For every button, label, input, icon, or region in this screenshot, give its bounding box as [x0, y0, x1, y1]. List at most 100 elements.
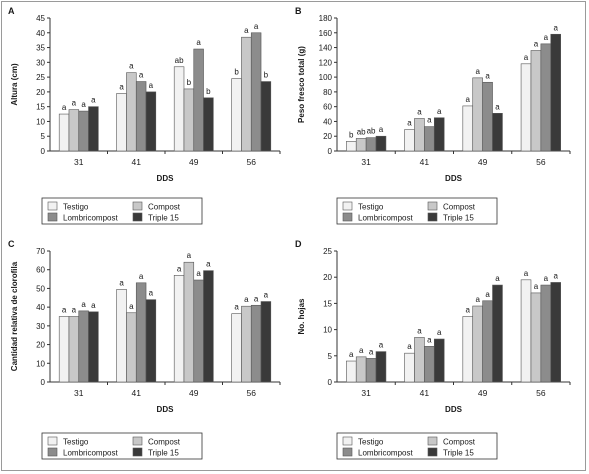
bar-lombricompost-41 [424, 126, 435, 152]
bar-lombricompost-41 [135, 282, 147, 383]
bar-lombricompost-56 [540, 284, 552, 383]
y-tick-label: 70 [36, 247, 45, 256]
legend-box [41, 432, 203, 460]
significance-letter: a [264, 291, 269, 300]
bar-compost-31 [68, 109, 80, 152]
significance-letter: a [544, 274, 549, 283]
y-tick-label: 30 [36, 58, 45, 67]
y-tick-label: 40 [36, 29, 45, 38]
x-tick-label: 31 [74, 157, 84, 167]
significance-letter: b [264, 71, 269, 80]
significance-letter: a [129, 302, 134, 311]
x-tick-label: 41 [420, 157, 430, 167]
panel-letter: A [8, 6, 15, 16]
y-tick-label: 40 [323, 117, 332, 126]
legend-swatch-testigo [47, 201, 58, 211]
bar-testigo-41 [116, 93, 127, 152]
bar-triple-15-31 [375, 135, 387, 152]
x-tick-label: 49 [189, 388, 199, 398]
panel-letter: D [295, 239, 302, 249]
significance-letter: a [234, 303, 239, 312]
significance-letter: a [427, 335, 432, 344]
bar-triple-15-31 [375, 351, 387, 383]
legend-label-triple15: Triple 15 [148, 449, 179, 458]
legend-box [336, 432, 498, 460]
significance-letter: a [379, 125, 384, 134]
significance-letter: a [254, 22, 259, 31]
significance-letter: a [379, 341, 384, 350]
significance-letter: b [349, 130, 354, 139]
legend-swatch-compost [427, 201, 438, 211]
significance-letter: a [149, 289, 154, 298]
y-tick-label: 20 [36, 88, 45, 97]
bar-lombricompost-49 [482, 300, 493, 383]
bar-triple-15-31 [88, 311, 99, 383]
significance-letter: a [149, 81, 154, 90]
bar-triple-15-49 [492, 113, 503, 152]
bar-triple-15-56 [550, 33, 561, 152]
y-axis-title: No. hojas [297, 298, 306, 335]
bar-testigo-49 [462, 105, 474, 152]
significance-letter: a [62, 306, 67, 315]
y-tick-label: 25 [36, 73, 45, 82]
significance-letter: ab [175, 56, 184, 65]
x-tick-label: 49 [478, 157, 488, 167]
legend-swatch-compost [427, 436, 438, 446]
y-tick-label: 0 [328, 378, 333, 387]
x-tick-label: 56 [247, 388, 257, 398]
x-tick-label: 56 [536, 157, 546, 167]
y-tick-label: 45 [36, 14, 45, 23]
legend-label-lombricompost: Lombricompost [358, 449, 413, 458]
significance-letter: a [349, 350, 354, 359]
legend-swatch-lombricompost [342, 447, 353, 457]
bar-testigo-49 [462, 316, 474, 383]
significance-letter: a [359, 346, 364, 355]
bar-lombricompost-56 [250, 304, 262, 383]
legend-swatch-compost [132, 436, 143, 446]
legend-box [336, 197, 498, 225]
x-tick-label: 41 [420, 388, 430, 398]
significance-letter: a [119, 82, 124, 91]
y-tick-label: 15 [323, 299, 332, 308]
y-axis-title: Peso fresco total (g) [297, 46, 306, 123]
significance-letter: a [369, 347, 374, 356]
bar-lombricompost-31 [78, 110, 89, 152]
panel-letter: C [8, 239, 15, 249]
significance-letter: a [485, 71, 490, 80]
x-tick-label: 49 [478, 388, 488, 398]
significance-letter: a [81, 100, 86, 109]
y-tick-label: 140 [319, 44, 333, 53]
significance-letter: ab [367, 127, 376, 136]
bar-triple-15-49 [203, 97, 214, 152]
significance-letter: a [129, 62, 134, 71]
significance-letter: a [62, 103, 67, 112]
bar-triple-15-41 [145, 91, 157, 152]
y-axis-title: Altura (cm) [10, 63, 19, 106]
y-tick-label: 20 [323, 273, 332, 282]
x-tick-label: 41 [132, 157, 142, 167]
significance-letter: a [196, 38, 201, 47]
significance-letter: b [206, 87, 211, 96]
legend: Testigo Compost Lombricompost Triple 15 [336, 197, 498, 225]
significance-letter: a [437, 328, 442, 337]
significance-letter: a [91, 301, 96, 310]
significance-letter: a [196, 269, 201, 278]
significance-letter: a [437, 107, 442, 116]
legend-label-triple15: Triple 15 [443, 214, 474, 223]
y-tick-label: 0 [328, 147, 333, 156]
significance-letter: a [554, 23, 559, 32]
bar-lombricompost-49 [482, 81, 493, 152]
significance-letter: a [534, 40, 539, 49]
y-tick-label: 10 [36, 117, 45, 126]
legend-box [41, 197, 203, 225]
bar-compost-31 [68, 316, 80, 383]
significance-letter: a [417, 326, 422, 335]
bar-testigo-56 [520, 63, 532, 152]
bar-testigo-41 [404, 129, 415, 152]
legend-swatch-testigo [47, 436, 58, 446]
y-tick-label: 0 [41, 378, 46, 387]
significance-letter: a [91, 96, 96, 105]
bar-compost-49 [472, 77, 483, 152]
legend-swatch-lombricompost [47, 447, 58, 457]
